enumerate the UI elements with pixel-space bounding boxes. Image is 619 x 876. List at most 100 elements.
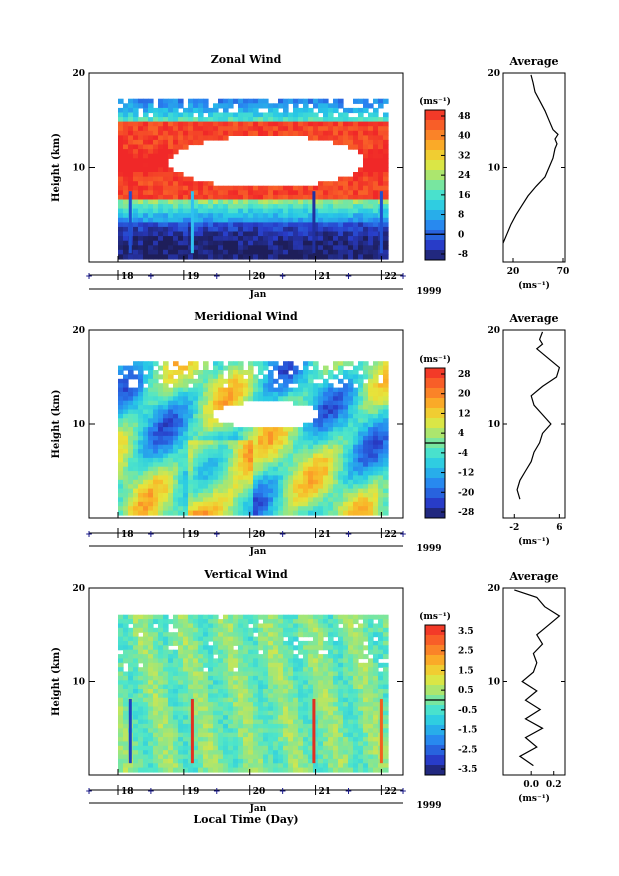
heatmap-cell xyxy=(233,632,239,638)
heatmap-cell xyxy=(143,763,149,769)
heatmap-cell xyxy=(153,396,159,402)
heatmap-cell xyxy=(243,719,249,725)
heatmap-cell xyxy=(208,199,214,205)
heatmap-cell xyxy=(333,662,339,668)
heatmap-cell xyxy=(313,217,319,223)
panel-title: Meridional Wind xyxy=(194,310,298,323)
heatmap-cell xyxy=(323,449,329,455)
heatmap-cell xyxy=(118,107,124,114)
heatmap-cell xyxy=(323,466,329,472)
heatmap-cell xyxy=(318,107,324,114)
heatmap-cell xyxy=(193,378,199,384)
heatmap-cell xyxy=(308,706,314,712)
heatmap-cell xyxy=(138,245,144,251)
heatmap-cell xyxy=(338,222,344,228)
heatmap-cell xyxy=(158,689,164,694)
heatmap-cell xyxy=(293,758,299,764)
heatmap-cell xyxy=(333,510,339,516)
heatmap-cell xyxy=(158,710,164,716)
heatmap-cell xyxy=(298,750,304,756)
heatmap-cell xyxy=(278,222,284,228)
heatmap-cell xyxy=(123,741,129,747)
heatmap-cell xyxy=(158,121,164,127)
heatmap-cell xyxy=(318,619,324,625)
heatmap-cell xyxy=(288,440,294,446)
heatmap-cell xyxy=(143,185,149,191)
heatmap-cell xyxy=(253,706,259,712)
heatmap-cell xyxy=(313,758,319,764)
heatmap-cell xyxy=(118,710,124,716)
heatmap-cell xyxy=(343,418,349,424)
heatmap-cell xyxy=(178,654,184,660)
heatmap-cell xyxy=(198,623,204,629)
heatmap-cell xyxy=(188,254,194,260)
heatmap-cell xyxy=(138,684,144,690)
heatmap-cell xyxy=(148,632,154,638)
heatmap-cell xyxy=(258,213,264,219)
heatmap-cell xyxy=(163,204,169,210)
heatmap-cell xyxy=(128,391,134,397)
heatmap-cell xyxy=(188,199,194,205)
heatmap-cell xyxy=(203,387,209,393)
heatmap-cell xyxy=(298,378,304,384)
heatmap-cell xyxy=(323,431,329,437)
heatmap-cell xyxy=(168,719,174,725)
heatmap-cell xyxy=(133,466,139,472)
heatmap-cell xyxy=(123,497,129,503)
heatmap-cell xyxy=(338,627,344,633)
heatmap-cell xyxy=(233,466,239,472)
heatmap-cell xyxy=(233,121,239,127)
heatmap-cell xyxy=(193,671,199,677)
heatmap-cell xyxy=(333,484,339,490)
heatmap-cell xyxy=(158,217,164,223)
heatmap-cell xyxy=(148,431,154,437)
heatmap-cell xyxy=(148,365,154,371)
heatmap-cell xyxy=(223,466,229,472)
heatmap-cell xyxy=(118,149,124,155)
heatmap-cell xyxy=(328,645,334,651)
heatmap-cell xyxy=(203,431,209,437)
heatmap-cell xyxy=(118,383,124,389)
heatmap-cell xyxy=(233,715,239,721)
heatmap-cell xyxy=(123,208,129,214)
heatmap-cell xyxy=(363,506,369,512)
heatmap-cell xyxy=(283,471,289,477)
heatmap-cell xyxy=(233,680,239,686)
heatmap-cell xyxy=(348,190,354,196)
heatmap-cell xyxy=(263,361,269,367)
heatmap-cell xyxy=(228,640,234,646)
heatmap-cell xyxy=(188,117,194,123)
heatmap-cell xyxy=(353,185,359,191)
heatmap-cell xyxy=(338,728,344,734)
heatmap-cell xyxy=(328,658,334,664)
colorbar-swatch xyxy=(425,388,445,399)
heatmap-cell xyxy=(293,440,299,446)
heatmap-cell xyxy=(318,222,324,228)
heatmap-cell xyxy=(318,745,324,751)
heatmap-cell xyxy=(303,391,309,397)
heatmap-cell xyxy=(333,457,339,463)
heatmap-cell xyxy=(123,710,129,716)
heatmap-cell xyxy=(178,139,184,146)
heatmap-cell xyxy=(333,493,339,498)
heatmap-cell xyxy=(353,139,359,146)
heatmap-cell xyxy=(283,204,289,210)
heatmap-cell xyxy=(303,693,309,699)
heatmap-cell xyxy=(263,471,269,477)
heatmap-cell xyxy=(168,400,174,406)
heatmap-cell xyxy=(188,449,194,455)
heatmap-cell xyxy=(238,475,244,481)
heatmap-cell xyxy=(198,462,204,468)
heatmap-cell xyxy=(283,684,289,690)
heatmap-cell xyxy=(358,254,364,260)
heatmap-cell xyxy=(338,199,344,205)
heatmap-cell xyxy=(343,135,349,141)
heatmap-cell xyxy=(268,217,274,223)
heatmap-cell xyxy=(123,680,129,686)
heatmap-cell xyxy=(138,741,144,747)
heatmap-cell xyxy=(138,706,144,712)
heatmap-cell xyxy=(163,130,169,136)
heatmap-cell xyxy=(213,763,219,769)
heatmap-cell xyxy=(313,632,319,638)
heatmap-cell xyxy=(248,457,254,463)
